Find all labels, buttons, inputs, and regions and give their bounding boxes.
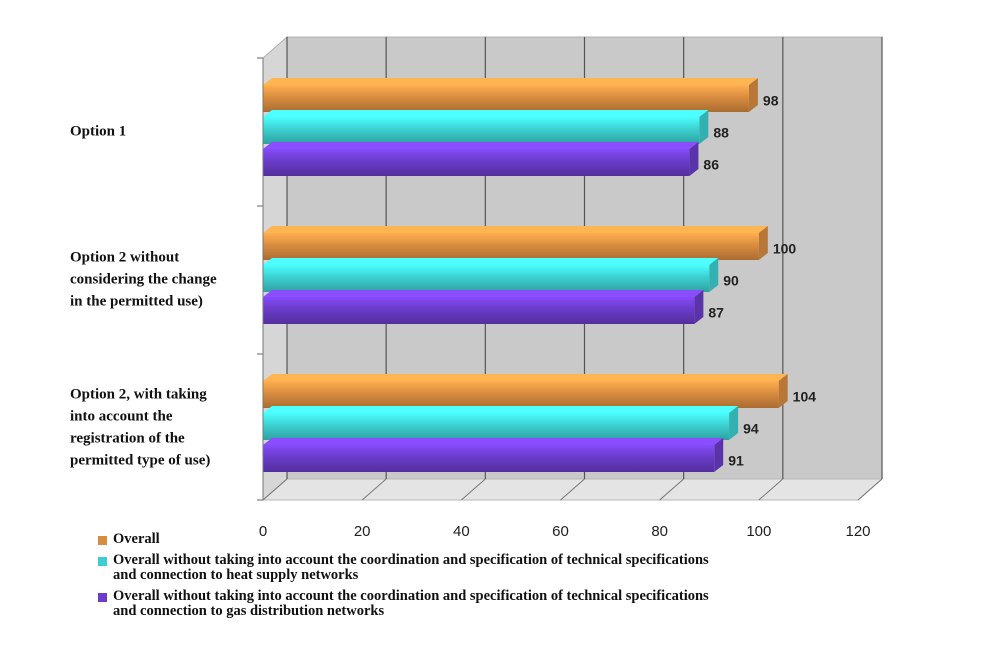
bar-top: [263, 226, 768, 233]
category-label: Option 1: [70, 124, 126, 140]
bar: [263, 445, 715, 472]
bar-top: [263, 78, 758, 85]
bar-top: [263, 438, 724, 445]
bar-end: [714, 438, 724, 472]
bar-end: [758, 226, 768, 260]
data-label: 104: [793, 389, 817, 405]
data-label: 100: [773, 241, 797, 257]
floor-gridline: [262, 478, 288, 501]
data-label: 98: [763, 93, 779, 109]
bar-top: [263, 110, 709, 117]
legend-swatch: [98, 536, 107, 545]
data-label: 94: [743, 421, 759, 437]
bar: [263, 117, 700, 144]
bar: [263, 265, 710, 292]
bar-top: [263, 374, 788, 381]
bar-end: [748, 78, 758, 112]
bar-end: [699, 110, 709, 144]
legend-swatch: [98, 593, 107, 602]
legend: Overall Overall without taking into accou…: [98, 532, 898, 625]
x-tick-label: 120: [845, 523, 870, 540]
data-label: 90: [723, 273, 739, 289]
bar-end: [778, 374, 788, 408]
bar-top: [263, 258, 719, 265]
x-tick-label: 100: [746, 523, 771, 540]
bar-end: [689, 142, 699, 176]
floor-gridline: [857, 478, 883, 501]
legend-swatch: [98, 557, 107, 566]
data-label: 88: [713, 125, 729, 141]
bar-top: [263, 290, 704, 297]
category-label: Option 2, with taking into account the reg…: [70, 387, 210, 469]
legend-item: Overall without taking into account the …: [98, 553, 898, 583]
legend-label: Overall without taking into account the …: [113, 588, 709, 619]
bar-end: [694, 290, 704, 324]
bar-top: [263, 142, 699, 149]
bar: [263, 149, 690, 176]
x-tick-label: 60: [552, 523, 569, 540]
category-label: Option 2 without considering the change in…: [70, 250, 217, 310]
floor-gridline: [361, 478, 387, 501]
legend-item: Overall: [98, 532, 898, 547]
legend-label: Overall: [113, 531, 160, 547]
floor-gridline: [461, 478, 486, 501]
bar: [263, 297, 695, 324]
floor-gridline: [560, 478, 585, 501]
bar: [263, 85, 749, 112]
bar: [263, 413, 730, 440]
data-label: 91: [728, 453, 744, 469]
legend-item: Overall without taking into account the …: [98, 589, 898, 619]
bar-end: [709, 258, 719, 292]
floor-gridline: [758, 478, 784, 501]
x-tick-label: 0: [259, 523, 267, 540]
floor-gridline: [659, 478, 684, 501]
bar-top: [263, 406, 739, 413]
data-label: 87: [708, 305, 724, 321]
x-tick-label: 80: [651, 523, 668, 540]
data-label: 86: [703, 157, 719, 173]
x-tick-label: 40: [453, 523, 470, 540]
legend-label: Overall without taking into account the …: [113, 552, 709, 583]
x-tick-label: 20: [354, 523, 371, 540]
bar: [263, 233, 759, 260]
bar-end: [729, 406, 739, 440]
bar: [263, 381, 779, 408]
